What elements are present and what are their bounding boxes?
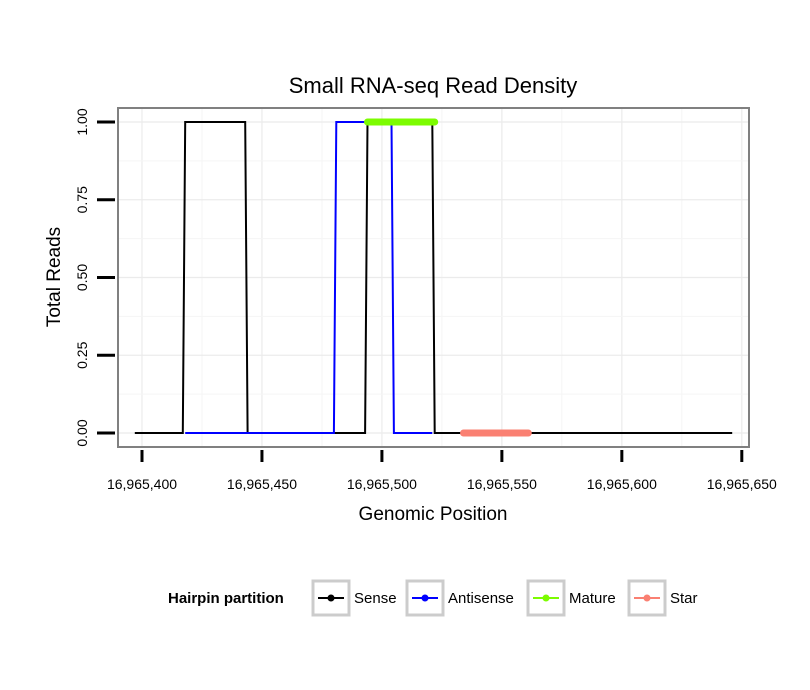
plot-panel-border	[117, 107, 750, 448]
x-tick-label: 16,965,500	[347, 476, 417, 492]
chart-title: Small RNA-seq Read Density	[289, 73, 578, 98]
legend-label-mature: Mature	[569, 590, 616, 607]
y-tick-label: 0.75	[74, 186, 90, 213]
x-tick-label: 16,965,550	[467, 476, 537, 492]
legend-label-star: Star	[670, 590, 698, 607]
x-tick-label: 16,965,650	[707, 476, 777, 492]
legend-key-dot	[327, 594, 335, 602]
legend-title: Hairpin partition	[168, 590, 284, 607]
x-tick-label: 16,965,450	[227, 476, 297, 492]
y-tick-label: 0.00	[74, 419, 90, 446]
y-tick-label: 0.25	[74, 341, 90, 368]
legend-label-sense: Sense	[354, 590, 397, 607]
x-axis-title: Genomic Position	[359, 504, 508, 525]
plot-series	[134, 118, 733, 437]
x-tick-label: 16,965,600	[587, 476, 657, 492]
legend-key-dot	[421, 594, 429, 602]
legend: Hairpin partition Sense Antisense Mature St…	[168, 579, 698, 617]
y-tick-label: 1.00	[74, 108, 90, 135]
axes: 16,965,400 16,965,450 16,965,500 16,965,550…	[74, 108, 777, 492]
legend-label-antisense: Antisense	[448, 590, 514, 607]
y-axis-title: Total Reads	[44, 227, 65, 327]
legend-key-dot	[542, 594, 550, 602]
y-tick-label: 0.50	[74, 264, 90, 291]
series-line-antisense	[185, 121, 433, 434]
x-tick-label: 16,965,400	[107, 476, 177, 492]
legend-key-dot	[643, 594, 651, 602]
